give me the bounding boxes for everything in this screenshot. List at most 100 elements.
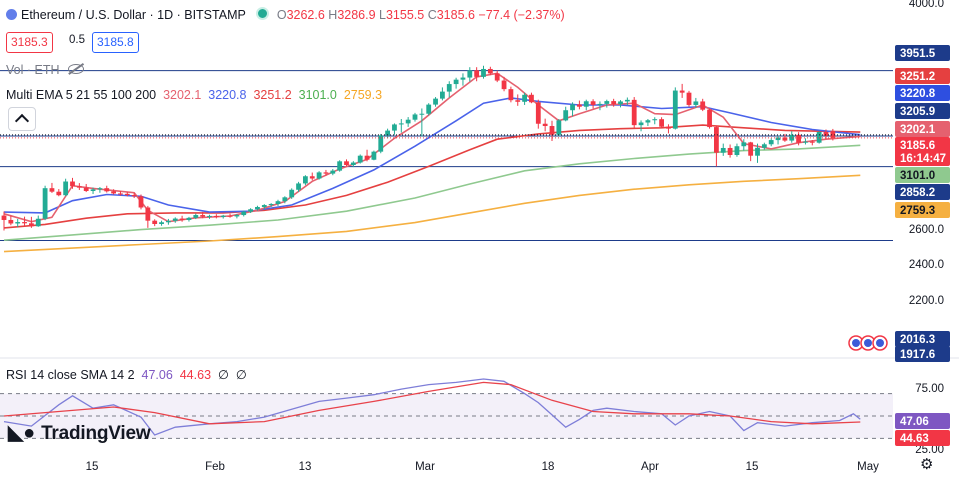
- candle-body: [371, 151, 377, 160]
- flag-center: [852, 339, 860, 347]
- candle-body: [809, 141, 815, 143]
- candle-body: [412, 114, 418, 120]
- buy-price-button[interactable]: 3185.8: [92, 32, 139, 53]
- candle-body: [104, 188, 110, 192]
- price-scale-box: [895, 68, 950, 84]
- logo-text: TradingView: [41, 423, 151, 444]
- price-scale-label: 2759.3: [900, 205, 935, 217]
- candle-body: [1, 215, 7, 220]
- price-scale-label: 3220.8: [900, 88, 936, 100]
- volume-legend[interactable]: Vol · ETH: [6, 63, 84, 77]
- candle-body: [241, 211, 247, 216]
- ema-legend[interactable]: Multi EMA 5 21 55 100 200 3202.1 3220.8 …: [6, 88, 382, 102]
- y-tick-label: 2600.0: [909, 224, 944, 236]
- tradingview-logo-icon: ◣●: [8, 422, 36, 444]
- candle-body: [734, 146, 740, 155]
- candle-body: [549, 126, 555, 135]
- rsi-scale-box: [895, 430, 950, 446]
- candle-body: [590, 101, 596, 105]
- price-scale-box: [895, 346, 950, 362]
- rsi-sma-line: [3, 381, 861, 425]
- x-tick-label: May: [857, 461, 879, 473]
- candle-body: [686, 92, 692, 105]
- price-scale-box: [895, 184, 950, 200]
- candle-body: [501, 80, 507, 90]
- candle-body: [138, 196, 144, 208]
- candle-body: [90, 189, 96, 191]
- candle-body: [467, 70, 473, 78]
- market-status-icon[interactable]: [255, 7, 269, 20]
- candle-body: [337, 161, 343, 171]
- price-scale-box: [895, 85, 950, 101]
- candle-body: [693, 101, 699, 105]
- rsi-scale-label: 47.06: [900, 416, 929, 428]
- price-scale-box: [895, 121, 950, 137]
- candle-body: [426, 104, 432, 114]
- price-scale-box: [895, 202, 950, 218]
- candle-body: [741, 142, 747, 147]
- ema55-line: [3, 124, 861, 229]
- candle-body: [727, 147, 733, 155]
- candle-body: [261, 205, 267, 207]
- rsi-line: [3, 378, 861, 436]
- candle-body: [666, 126, 671, 129]
- price-scale-box: [895, 103, 950, 119]
- candle-body: [145, 207, 151, 221]
- candle-body: [29, 223, 34, 227]
- candle-body: [823, 131, 829, 136]
- candle-body: [515, 100, 521, 102]
- symbol-title[interactable]: Ethereum / U.S. Dollar · 1D · BITSTAMP: [21, 8, 246, 22]
- x-tick-label: Mar: [415, 461, 435, 473]
- candle-body: [782, 137, 788, 141]
- candle-body: [487, 68, 493, 74]
- candle-body: [652, 119, 658, 121]
- candle-body: [768, 140, 774, 145]
- x-tick-label: 15: [86, 461, 99, 473]
- candle-body: [357, 155, 363, 163]
- rsi-legend[interactable]: RSI 14 close SMA 14 2 47.06 44.63 ∅ ∅: [6, 367, 247, 382]
- price-scale-box: [895, 167, 950, 183]
- collapse-legend-button[interactable]: [8, 107, 36, 131]
- candle-body: [200, 215, 206, 217]
- flag-center: [864, 339, 872, 347]
- ema21-value: 3220.8: [208, 88, 247, 102]
- candle-body: [179, 218, 185, 220]
- candle-body: [611, 101, 617, 105]
- price-scale-label: 3101.0: [900, 170, 935, 182]
- price-scale-label: 1917.6: [900, 349, 935, 361]
- ema55-value: 3251.2: [253, 88, 292, 102]
- sell-price-button[interactable]: 3185.3: [6, 32, 53, 53]
- candle-body: [227, 215, 233, 217]
- candle-body: [700, 101, 706, 110]
- candle-body: [124, 193, 130, 196]
- candle-body: [15, 222, 21, 224]
- candle-body: [803, 141, 808, 143]
- high-label: H: [328, 8, 338, 22]
- candle-body: [303, 176, 308, 184]
- x-tick-label: Apr: [641, 461, 659, 473]
- candle-body: [707, 109, 712, 128]
- ema100-value: 3101.0: [298, 88, 337, 102]
- price-scale-label: 2858.2: [900, 187, 935, 199]
- candle-body: [49, 188, 55, 192]
- candle-body: [323, 172, 329, 174]
- candle-body: [789, 134, 795, 141]
- chevron-up-icon: [14, 113, 30, 129]
- hidden-eye-icon[interactable]: [67, 64, 84, 74]
- price-scale-box: [895, 331, 950, 347]
- gear-icon[interactable]: ⚙: [920, 456, 934, 473]
- candle-body: [440, 91, 445, 99]
- candle-body: [494, 73, 500, 81]
- candle-body: [474, 70, 480, 77]
- candle-body: [577, 104, 582, 107]
- candle-body: [392, 124, 397, 131]
- candle-body: [207, 215, 212, 217]
- candle-body: [76, 186, 82, 188]
- candle-body: [604, 101, 610, 104]
- tradingview-logo[interactable]: ◣● TradingView: [8, 420, 151, 445]
- candle-body: [645, 120, 651, 123]
- candle-body: [268, 203, 274, 206]
- candle-body: [97, 188, 103, 190]
- candle-body: [248, 209, 253, 212]
